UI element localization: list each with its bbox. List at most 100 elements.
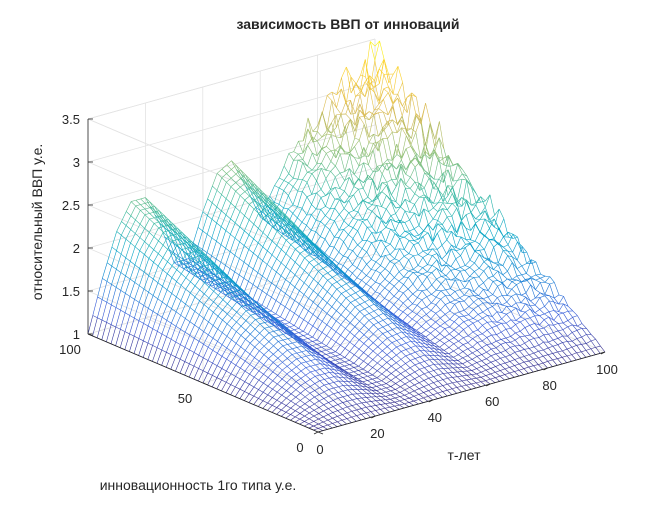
mesh-segment <box>399 277 404 281</box>
mesh-segment <box>502 314 507 319</box>
mesh-segment <box>396 166 401 186</box>
mesh-segment <box>337 286 342 289</box>
mesh-segment <box>102 278 107 281</box>
mesh-segment <box>463 358 468 362</box>
mesh-segment <box>557 357 562 358</box>
mesh-segment <box>343 391 348 395</box>
mesh-segment <box>154 237 159 241</box>
mesh-segment <box>97 318 102 320</box>
mesh-segment <box>153 329 158 332</box>
mesh-segment <box>292 343 297 347</box>
mesh-segment <box>415 363 420 365</box>
mesh-segment <box>514 370 519 371</box>
mesh-segment <box>221 211 226 215</box>
mesh-segment <box>322 325 327 333</box>
mesh-segment <box>346 313 351 319</box>
mesh-segment <box>392 334 397 336</box>
mesh-segment <box>262 294 267 305</box>
mesh-segment <box>121 310 126 313</box>
mesh-segment <box>320 374 325 375</box>
mesh-segment <box>309 287 314 291</box>
mesh-segment <box>457 386 462 387</box>
mesh-segment <box>307 194 312 196</box>
mesh-segment <box>336 321 341 325</box>
mesh-segment <box>377 183 382 199</box>
mesh-segment <box>377 386 382 389</box>
mesh-segment <box>355 300 360 305</box>
mesh-segment <box>305 389 310 393</box>
mesh-segment <box>478 318 483 321</box>
mesh-segment <box>254 209 259 213</box>
mesh-segment <box>355 331 360 336</box>
mesh-segment <box>245 391 250 393</box>
mesh-segment <box>386 384 391 387</box>
mesh-segment <box>577 344 582 345</box>
mesh-segment <box>345 358 350 361</box>
mesh-segment <box>154 262 159 266</box>
mesh-segment <box>254 371 259 377</box>
mesh-segment <box>520 319 525 322</box>
mesh-segment <box>378 338 383 342</box>
mesh-segment <box>271 287 276 298</box>
mesh-segment <box>344 369 349 370</box>
mesh-segment <box>194 341 199 352</box>
mesh-segment <box>93 318 98 336</box>
mesh-segment <box>255 318 260 319</box>
mesh-segment <box>171 326 176 339</box>
mesh-segment <box>299 283 304 291</box>
mesh-segment <box>515 351 520 352</box>
mesh-segment <box>296 404 301 407</box>
mesh-segment <box>231 203 236 207</box>
mesh-segment <box>369 325 374 330</box>
mesh-segment <box>121 258 126 273</box>
mesh-segment <box>563 321 568 323</box>
mesh-segment <box>398 312 403 318</box>
mesh-segment <box>333 392 338 393</box>
mesh-segment <box>440 340 445 343</box>
mesh-segment <box>245 192 250 197</box>
mesh-segment <box>331 166 336 171</box>
mesh-segment <box>286 240 291 244</box>
mesh-segment <box>143 326 148 341</box>
mesh-segment <box>401 364 406 367</box>
mesh-segment <box>230 252 235 255</box>
mesh-segment <box>321 216 326 222</box>
mesh-segment <box>285 307 290 310</box>
mesh-segment <box>471 224 476 240</box>
mesh-segment <box>190 297 195 308</box>
mesh-segment <box>88 315 93 334</box>
mesh-segment <box>347 400 352 401</box>
mesh-segment <box>203 358 208 361</box>
mesh-segment <box>341 291 346 294</box>
mesh-segment <box>318 306 323 310</box>
mesh-segment <box>390 395 395 398</box>
mesh-segment <box>482 330 487 334</box>
mesh-segment <box>422 290 427 291</box>
mesh-segment <box>360 304 365 309</box>
mesh-segment <box>343 249 348 256</box>
mesh-segment <box>389 286 394 291</box>
mesh-segment <box>423 398 428 401</box>
mesh-segment <box>487 349 492 352</box>
mesh-segment <box>299 331 304 332</box>
mesh-segment <box>203 199 208 212</box>
mesh-segment <box>281 249 286 253</box>
mesh-segment <box>347 419 352 423</box>
mesh-segment <box>299 328 304 331</box>
mesh-segment <box>326 171 331 178</box>
mesh-segment <box>347 413 352 417</box>
mesh-segment <box>410 372 415 375</box>
mesh-segment <box>225 252 230 266</box>
mesh-segment <box>125 332 130 334</box>
mesh-segment <box>323 425 328 427</box>
mesh-segment <box>270 186 275 197</box>
mesh-segment <box>235 238 240 242</box>
mesh-segment <box>530 331 535 335</box>
mesh-segment <box>287 366 292 370</box>
mesh-segment <box>447 390 452 395</box>
mesh-segment <box>189 364 194 366</box>
mesh-segment <box>334 252 339 259</box>
mesh-segment <box>369 339 374 343</box>
mesh-segment <box>158 241 163 245</box>
mesh-segment <box>222 195 227 199</box>
